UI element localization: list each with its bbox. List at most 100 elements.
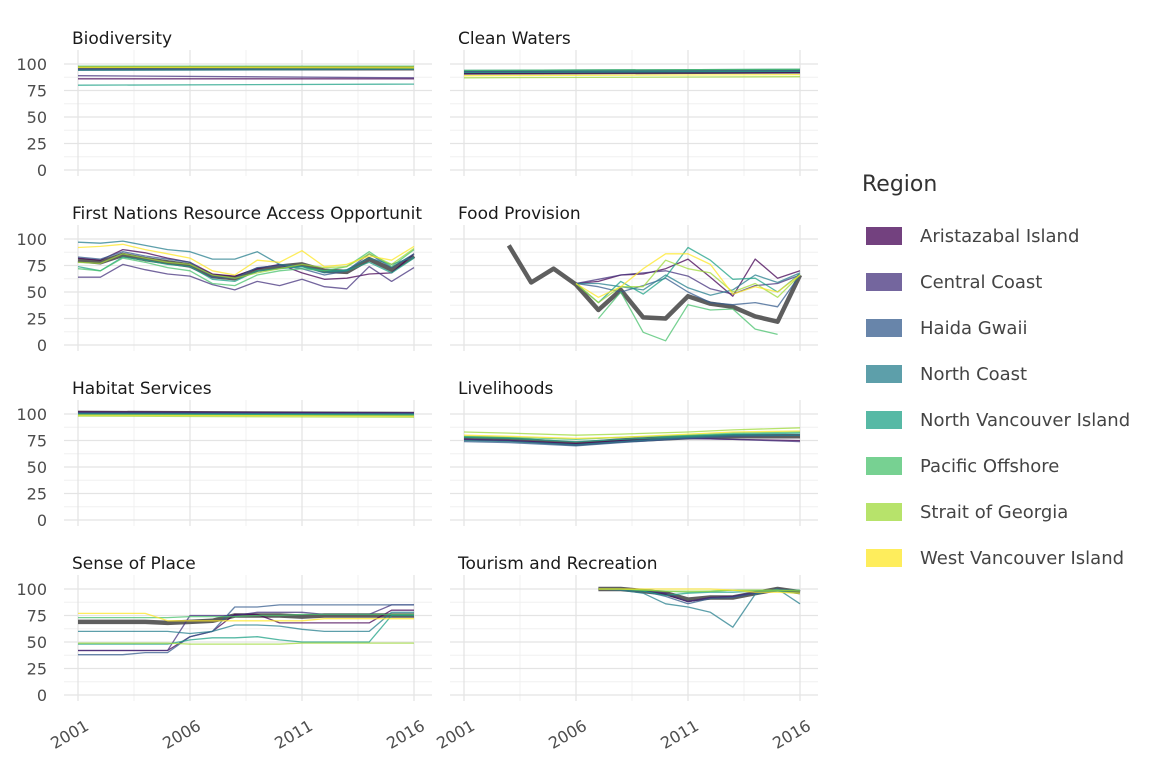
series-line xyxy=(78,642,414,645)
series-line xyxy=(597,291,778,342)
y-tick-label: 50 xyxy=(27,283,47,302)
panel-title: Habitat Services xyxy=(72,379,212,399)
y-tick-label: 100 xyxy=(16,405,47,424)
legend-label: North Coast xyxy=(920,363,1028,385)
panel-title: Tourism and Recreation xyxy=(457,554,658,574)
x-tick-label: 2001 xyxy=(47,716,92,753)
x-tick-label: 2016 xyxy=(769,716,814,753)
facet-panel: Livelihoods xyxy=(450,379,818,526)
panel-title: First Nations Resource Access Opportunit xyxy=(72,204,422,224)
legend-entry: West Vancouver Island xyxy=(862,535,1147,581)
y-tick-label: 100 xyxy=(16,580,47,599)
series-line xyxy=(463,430,801,440)
series-line xyxy=(77,414,415,417)
series-line xyxy=(77,83,415,86)
legend-entry: Pacific Offshore xyxy=(862,443,1147,489)
series-line xyxy=(598,588,801,594)
legend-swatch xyxy=(866,503,902,521)
legend: Region Aristazabal Island Central Coast Ha… xyxy=(862,172,1147,581)
facet-panel: Clean Waters xyxy=(450,29,818,176)
series-line xyxy=(78,614,414,645)
series-line xyxy=(463,70,801,74)
legend-swatch xyxy=(866,549,902,567)
legend-label: Pacific Offshore xyxy=(920,455,1060,477)
x-tick-label: 2016 xyxy=(383,716,428,753)
facet-panel: Tourism and Recreation 2001 2006 2011 2016 xyxy=(433,554,818,753)
legend-swatch xyxy=(866,365,902,383)
panel-title: Sense of Place xyxy=(72,554,196,574)
series-line xyxy=(77,415,415,418)
y-tick-label: 0 xyxy=(37,161,47,180)
legend-label: Central Coast xyxy=(920,271,1043,293)
series-line xyxy=(463,76,801,79)
legend-swatch xyxy=(866,457,902,475)
series-line xyxy=(78,612,414,622)
legend-swatch xyxy=(866,411,902,429)
legend-swatch xyxy=(866,227,902,245)
x-tick-label: 2001 xyxy=(433,716,478,753)
facet-panel: Sense of Place 0 25 50 75 100 2001 2006 2011 2016 xyxy=(16,554,432,753)
legend-entry: Haida Gwaii xyxy=(862,305,1147,351)
series-line xyxy=(78,263,415,291)
series-line xyxy=(463,69,801,73)
series-line xyxy=(463,434,800,446)
x-tick-label: 2006 xyxy=(159,716,204,753)
series-line xyxy=(598,588,801,628)
series-line xyxy=(575,270,801,295)
panel-title: Clean Waters xyxy=(458,29,571,49)
series-line xyxy=(463,71,801,75)
series-line xyxy=(77,251,415,279)
series-line xyxy=(77,75,415,79)
legend-entry: Central Coast xyxy=(862,259,1147,305)
y-tick-label: 50 xyxy=(27,633,47,652)
x-tick-label: 2006 xyxy=(545,716,590,753)
y-tick-label: 50 xyxy=(27,458,47,477)
series-line xyxy=(77,68,415,72)
facet-panel: Food Provision xyxy=(450,204,818,351)
panel-title: Livelihoods xyxy=(458,379,554,399)
y-tick-label: 25 xyxy=(27,485,47,504)
series-line xyxy=(463,427,801,436)
legend-label: Haida Gwaii xyxy=(920,317,1028,339)
legend-entry: Strait of Georgia xyxy=(862,489,1147,535)
y-tick-label: 0 xyxy=(37,511,47,530)
series-line xyxy=(78,604,414,656)
series-line xyxy=(575,258,801,297)
legend-label: West Vancouver Island xyxy=(920,547,1125,569)
series-line xyxy=(575,253,801,298)
series-line xyxy=(77,243,415,276)
legend-items: Aristazabal Island Central Coast Haida Gwa… xyxy=(862,213,1147,581)
y-tick-label: 25 xyxy=(27,310,47,329)
legend-label: Strait of Georgia xyxy=(920,501,1069,523)
series-line xyxy=(463,68,801,72)
series-line xyxy=(575,246,801,304)
y-tick-label: 50 xyxy=(27,108,47,127)
legend-label: Aristazabal Island xyxy=(920,225,1080,247)
series-line xyxy=(576,272,801,296)
overall-series-line xyxy=(506,244,803,324)
y-tick-label: 0 xyxy=(37,336,47,355)
y-tick-label: 75 xyxy=(27,257,47,276)
legend-swatch xyxy=(866,319,902,337)
panel-title: Biodiversity xyxy=(72,29,172,49)
series-line xyxy=(463,432,801,443)
legend-entry: Aristazabal Island xyxy=(862,213,1147,259)
y-tick-label: 75 xyxy=(27,432,47,451)
series-line xyxy=(463,73,801,77)
legend-entry: North Vancouver Island xyxy=(862,397,1147,443)
facet-panel: Habitat Services 0 25 50 75 100 xyxy=(16,379,432,530)
legend-swatch xyxy=(866,273,902,291)
y-tick-label: 25 xyxy=(27,135,47,154)
y-tick-label: 100 xyxy=(16,230,47,249)
y-tick-label: 100 xyxy=(16,55,47,74)
x-tick-label: 2011 xyxy=(657,716,702,753)
series-line xyxy=(463,434,801,447)
y-tick-label: 25 xyxy=(27,660,47,679)
facet-panel: Biodiversity 0 25 50 75 100 xyxy=(16,29,432,180)
x-tick-label: 2011 xyxy=(271,716,316,753)
series-line xyxy=(78,613,414,619)
facet-panel: First Nations Resource Access Opportunit… xyxy=(16,204,432,355)
panel-title: Food Provision xyxy=(458,204,581,224)
series-line xyxy=(77,249,415,287)
